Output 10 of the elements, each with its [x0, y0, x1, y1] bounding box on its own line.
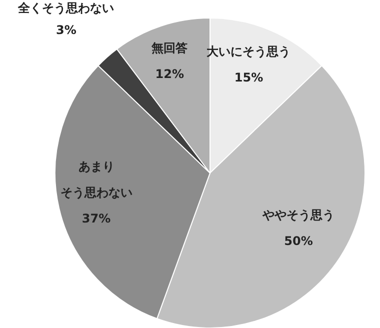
data-label: 37% — [82, 212, 111, 226]
slice-label: 無回答 — [150, 41, 189, 56]
data-label: 12% — [155, 67, 184, 82]
data-label: 50% — [284, 234, 313, 248]
slice-label: 全くそう思わない — [17, 1, 114, 16]
slice-label: ややそう思う — [262, 208, 335, 222]
slice-label: あまりそう思わない — [60, 160, 132, 200]
slice-label: 大いにそう思う — [206, 44, 291, 59]
data-label: 3% — [56, 23, 76, 38]
data-label: 15% — [234, 70, 264, 85]
